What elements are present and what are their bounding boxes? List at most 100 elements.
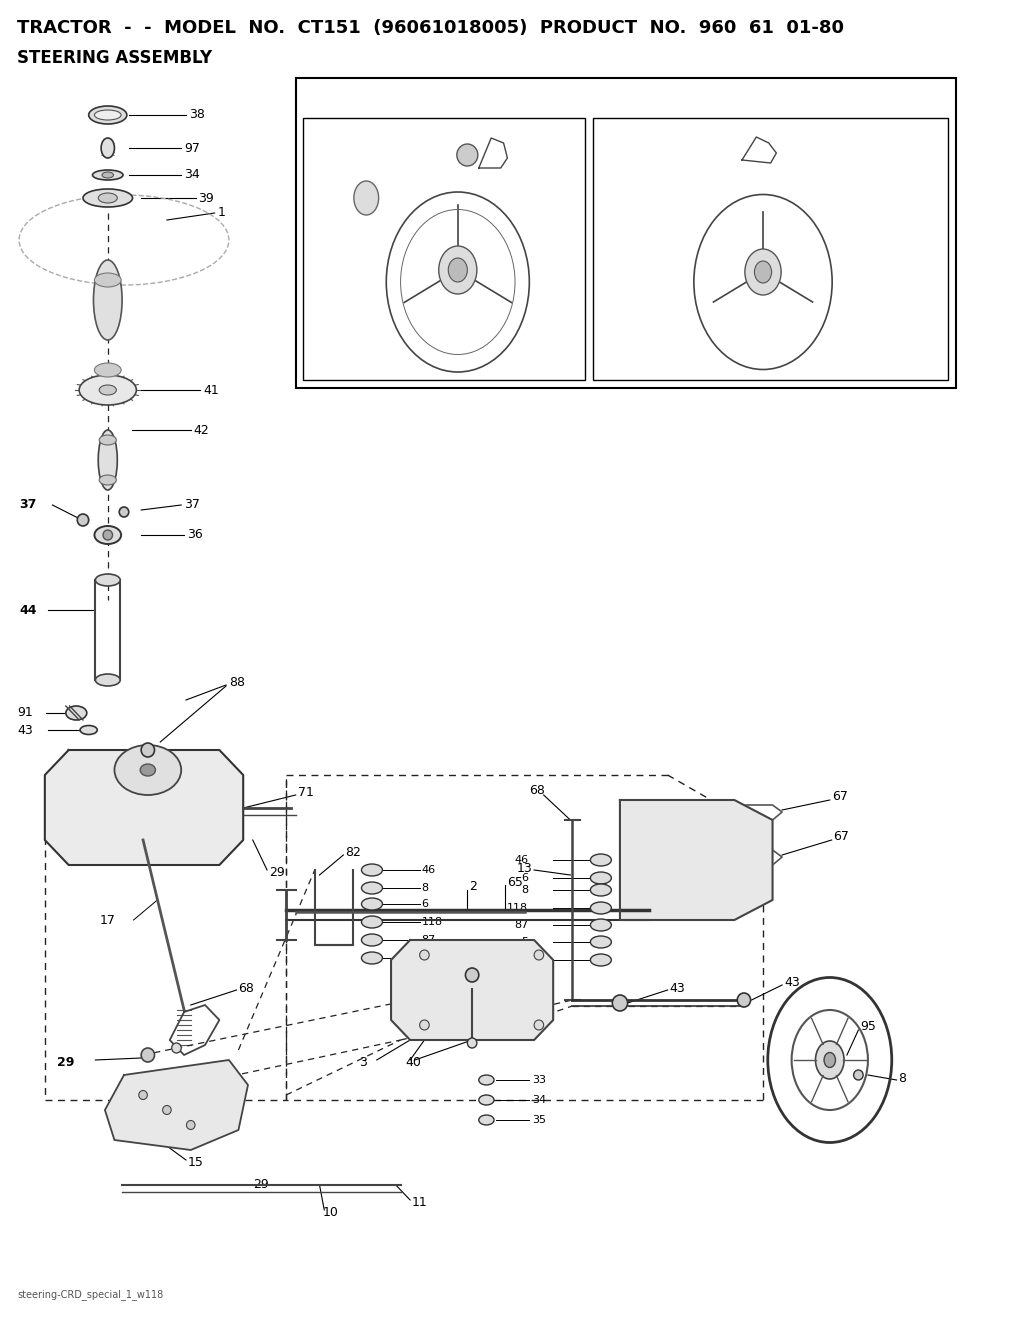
Text: 46: 46	[514, 855, 528, 865]
Ellipse shape	[102, 173, 114, 178]
Text: 29: 29	[57, 1056, 75, 1070]
Ellipse shape	[361, 882, 382, 894]
Text: 1: 1	[706, 226, 713, 235]
Text: HUSQ SR: HUSQ SR	[630, 102, 720, 119]
Ellipse shape	[172, 1043, 181, 1054]
Ellipse shape	[591, 920, 611, 932]
Ellipse shape	[361, 898, 382, 910]
Text: 91: 91	[17, 706, 33, 719]
Ellipse shape	[591, 954, 611, 966]
Text: 95: 95	[860, 1020, 877, 1034]
Text: 71: 71	[298, 786, 313, 799]
Text: 17: 17	[100, 913, 116, 926]
Ellipse shape	[95, 575, 120, 587]
Ellipse shape	[94, 110, 121, 119]
Text: 4: 4	[521, 955, 528, 965]
Ellipse shape	[79, 376, 136, 405]
Text: 35: 35	[532, 1115, 546, 1125]
Text: 10: 10	[323, 1206, 338, 1220]
Ellipse shape	[94, 525, 121, 544]
Ellipse shape	[535, 950, 544, 959]
Ellipse shape	[92, 170, 123, 180]
Polygon shape	[391, 940, 553, 1040]
Ellipse shape	[479, 1095, 494, 1105]
Ellipse shape	[466, 967, 479, 982]
Ellipse shape	[591, 902, 611, 914]
Text: TRACTOR  -  -  MODEL  NO.  CT151  (96061018005)  PRODUCT  NO.  960  61  01-80: TRACTOR - - MODEL NO. CT151 (96061018005…	[17, 19, 844, 37]
Ellipse shape	[361, 916, 382, 928]
Text: 118: 118	[507, 902, 528, 913]
Ellipse shape	[186, 1120, 195, 1129]
Text: PREM 2: PREM 2	[372, 102, 447, 119]
Ellipse shape	[99, 475, 117, 484]
Ellipse shape	[815, 1040, 844, 1079]
Ellipse shape	[77, 514, 89, 525]
Text: 41: 41	[203, 384, 219, 397]
Ellipse shape	[89, 106, 127, 123]
Ellipse shape	[420, 950, 429, 959]
Ellipse shape	[591, 855, 611, 867]
Ellipse shape	[115, 744, 181, 795]
Ellipse shape	[854, 1070, 863, 1080]
Ellipse shape	[457, 145, 478, 166]
Text: 38: 38	[780, 141, 795, 150]
Text: STEERING ASSEMBLY: STEERING ASSEMBLY	[17, 49, 212, 66]
Ellipse shape	[93, 260, 122, 340]
Ellipse shape	[737, 993, 751, 1007]
Ellipse shape	[467, 1038, 477, 1048]
Ellipse shape	[101, 138, 115, 158]
Text: 34: 34	[184, 169, 200, 182]
Text: 40: 40	[406, 1056, 421, 1070]
Text: 43: 43	[784, 975, 800, 989]
Ellipse shape	[438, 245, 477, 295]
Text: 37: 37	[184, 499, 200, 511]
Text: 5: 5	[521, 937, 528, 947]
Ellipse shape	[755, 261, 772, 283]
Ellipse shape	[94, 364, 121, 377]
Text: 97: 97	[184, 142, 200, 154]
Text: 44: 44	[19, 604, 37, 617]
Ellipse shape	[99, 385, 117, 395]
Text: 65: 65	[508, 876, 523, 889]
Ellipse shape	[95, 674, 120, 686]
Text: 34: 34	[532, 1095, 547, 1105]
Text: 67: 67	[834, 831, 850, 844]
Ellipse shape	[141, 1048, 155, 1062]
Ellipse shape	[591, 936, 611, 947]
Ellipse shape	[479, 1075, 494, 1085]
Text: 68: 68	[239, 982, 254, 994]
Ellipse shape	[103, 529, 113, 540]
Text: 38: 38	[188, 109, 205, 122]
Text: 5: 5	[422, 953, 429, 963]
Text: 8: 8	[521, 885, 528, 894]
Text: 6: 6	[422, 898, 429, 909]
Ellipse shape	[140, 764, 156, 776]
Ellipse shape	[98, 430, 118, 490]
Text: steering-CRD_special_1_w118: steering-CRD_special_1_w118	[17, 1290, 164, 1300]
Ellipse shape	[163, 1105, 171, 1115]
Text: 37: 37	[19, 499, 37, 511]
Ellipse shape	[361, 951, 382, 963]
Ellipse shape	[94, 273, 121, 287]
Text: 88: 88	[229, 677, 245, 690]
Text: 87: 87	[422, 936, 436, 945]
Text: 38: 38	[527, 147, 542, 157]
Text: 1: 1	[511, 243, 518, 253]
Text: 118: 118	[422, 917, 442, 928]
Ellipse shape	[98, 192, 118, 203]
Text: 29: 29	[269, 867, 285, 880]
Ellipse shape	[824, 1052, 836, 1067]
Text: 8: 8	[422, 882, 429, 893]
Ellipse shape	[420, 1020, 429, 1030]
Ellipse shape	[449, 257, 467, 283]
Text: *: *	[305, 102, 316, 122]
Text: 46: 46	[422, 865, 435, 874]
Polygon shape	[45, 750, 244, 865]
Ellipse shape	[591, 872, 611, 884]
Ellipse shape	[361, 864, 382, 876]
Text: 3: 3	[359, 1055, 368, 1068]
Bar	[593, 118, 948, 380]
Text: 1: 1	[217, 207, 225, 219]
Ellipse shape	[80, 726, 97, 735]
Text: 67: 67	[831, 791, 848, 804]
